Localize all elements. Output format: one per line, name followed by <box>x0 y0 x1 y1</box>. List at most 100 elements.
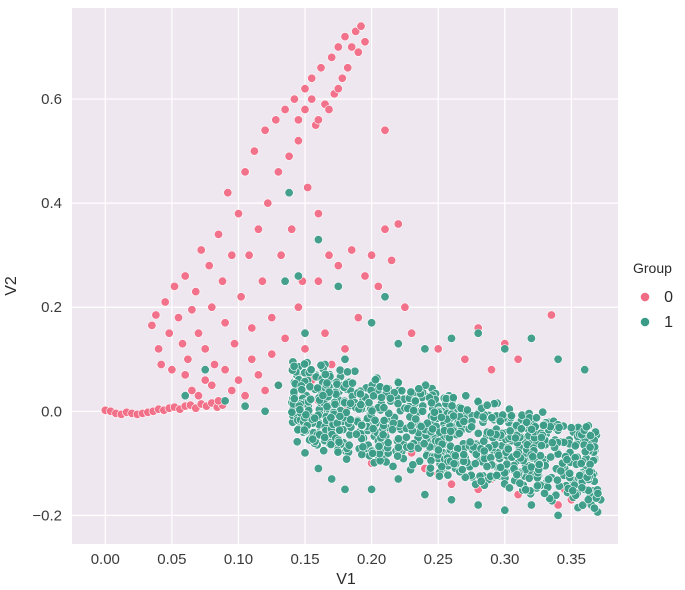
point-group-0 <box>333 42 343 52</box>
point-group-0 <box>513 354 523 364</box>
point-group-1 <box>370 375 380 385</box>
point-group-1 <box>385 393 395 403</box>
point-group-1 <box>532 481 542 491</box>
point-group-1 <box>260 406 270 416</box>
point-group-1 <box>292 437 302 447</box>
point-group-0 <box>327 52 337 62</box>
point-group-0 <box>260 385 270 395</box>
point-group-1 <box>368 391 378 401</box>
point-group-1 <box>327 474 337 484</box>
point-group-0 <box>267 313 277 323</box>
point-group-1 <box>547 438 557 448</box>
legend-marker-0 <box>640 292 650 302</box>
point-group-0 <box>257 276 267 286</box>
point-group-1 <box>566 423 576 433</box>
point-group-0 <box>307 73 317 83</box>
point-group-1 <box>313 235 323 245</box>
point-group-0 <box>260 125 270 135</box>
point-group-1 <box>370 415 380 425</box>
point-group-0 <box>316 63 326 73</box>
point-group-1 <box>382 383 392 393</box>
point-group-1 <box>420 344 430 354</box>
point-group-1 <box>240 401 250 411</box>
point-group-1 <box>500 344 510 354</box>
point-group-1 <box>496 462 506 472</box>
point-group-1 <box>346 398 356 408</box>
point-group-1 <box>293 271 303 281</box>
point-group-0 <box>223 188 233 198</box>
point-group-0 <box>151 310 161 320</box>
point-group-1 <box>295 405 305 415</box>
point-group-1 <box>289 361 299 371</box>
point-group-0 <box>293 136 303 146</box>
point-group-1 <box>427 424 437 434</box>
point-group-0 <box>240 391 250 401</box>
point-group-1 <box>335 425 345 435</box>
point-group-0 <box>196 245 206 255</box>
point-group-1 <box>570 441 580 451</box>
point-group-0 <box>170 281 180 291</box>
point-group-1 <box>330 399 340 409</box>
point-group-0 <box>240 167 250 177</box>
point-group-1 <box>585 442 595 452</box>
point-group-1 <box>478 412 488 422</box>
x-tick-label: 0.35 <box>557 551 586 568</box>
x-tick-label: 0.00 <box>91 551 120 568</box>
point-group-1 <box>299 425 309 435</box>
point-group-1 <box>367 318 377 328</box>
point-group-1 <box>504 483 514 493</box>
point-group-1 <box>305 382 315 392</box>
point-group-1 <box>319 446 329 456</box>
point-group-1 <box>593 488 603 498</box>
point-group-1 <box>284 188 294 198</box>
point-group-1 <box>342 367 352 377</box>
point-group-0 <box>284 151 294 161</box>
point-group-0 <box>360 37 370 47</box>
point-group-1 <box>419 439 429 449</box>
point-group-1 <box>347 378 357 388</box>
point-group-1 <box>510 433 520 443</box>
point-group-1 <box>320 432 330 442</box>
point-group-0 <box>307 94 317 104</box>
point-group-1 <box>556 466 566 476</box>
point-group-1 <box>524 473 534 483</box>
point-group-1 <box>367 406 377 416</box>
point-group-0 <box>433 344 443 354</box>
point-group-1 <box>406 421 416 431</box>
point-group-1 <box>289 394 299 404</box>
point-group-1 <box>476 476 486 486</box>
point-group-0 <box>154 344 164 354</box>
point-group-0 <box>210 359 220 369</box>
point-group-1 <box>287 407 297 417</box>
point-group-1 <box>357 420 367 430</box>
point-group-0 <box>446 479 456 489</box>
point-group-1 <box>393 378 403 388</box>
point-group-1 <box>437 462 447 472</box>
point-group-1 <box>322 378 332 388</box>
point-group-1 <box>379 415 389 425</box>
point-group-1 <box>320 369 330 379</box>
y-tick-label: 0.2 <box>41 299 62 316</box>
point-group-1 <box>426 456 436 466</box>
point-group-1 <box>515 478 525 488</box>
point-group-1 <box>526 333 536 343</box>
point-group-1 <box>355 389 365 399</box>
point-group-1 <box>446 495 456 505</box>
point-group-1 <box>459 416 469 426</box>
point-group-1 <box>568 486 578 496</box>
point-group-1 <box>546 452 556 462</box>
point-group-1 <box>420 490 430 500</box>
point-group-1 <box>301 410 311 420</box>
point-group-1 <box>534 459 544 469</box>
point-group-0 <box>407 328 417 338</box>
point-group-1 <box>465 437 475 447</box>
point-group-1 <box>411 414 421 424</box>
point-group-0 <box>280 333 290 343</box>
point-group-1 <box>457 465 467 475</box>
point-group-1 <box>589 503 599 513</box>
point-group-1 <box>538 420 548 430</box>
point-group-1 <box>326 413 336 423</box>
point-group-1 <box>340 484 350 494</box>
point-group-1 <box>306 365 316 375</box>
point-group-1 <box>461 391 471 401</box>
